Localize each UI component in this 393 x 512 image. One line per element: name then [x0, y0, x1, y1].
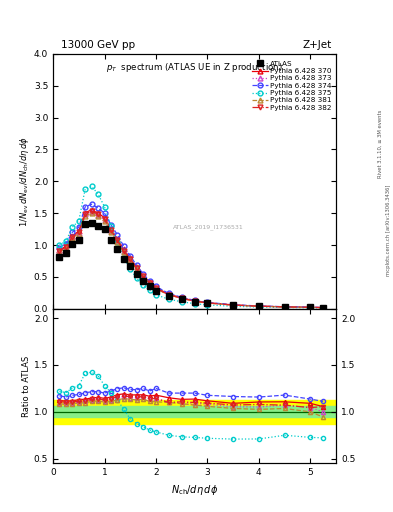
Text: Rivet 3.1.10, ≥ 3M events: Rivet 3.1.10, ≥ 3M events [378, 109, 383, 178]
Legend: ATLAS, Pythia 6.428 370, Pythia 6.428 373, Pythia 6.428 374, Pythia 6.428 375, P: ATLAS, Pythia 6.428 370, Pythia 6.428 37… [252, 60, 332, 112]
Text: mcplots.cern.ch [arXiv:1306.3436]: mcplots.cern.ch [arXiv:1306.3436] [386, 185, 391, 276]
Text: 13000 GeV pp: 13000 GeV pp [61, 40, 135, 50]
Y-axis label: $1/N_\mathrm{ev}\,dN_\mathrm{ev}/dN_\mathrm{ch}/d\eta\,d\phi$: $1/N_\mathrm{ev}\,dN_\mathrm{ev}/dN_\mat… [18, 136, 31, 227]
Text: ATLAS_2019_I1736531: ATLAS_2019_I1736531 [173, 224, 244, 230]
Y-axis label: Ratio to ATLAS: Ratio to ATLAS [22, 355, 31, 417]
Text: $p_T$  spectrum (ATLAS UE in Z production): $p_T$ spectrum (ATLAS UE in Z production… [106, 61, 283, 74]
X-axis label: $N_\mathrm{ch}/d\eta\,d\phi$: $N_\mathrm{ch}/d\eta\,d\phi$ [171, 483, 218, 497]
Text: Z+Jet: Z+Jet [303, 40, 332, 50]
